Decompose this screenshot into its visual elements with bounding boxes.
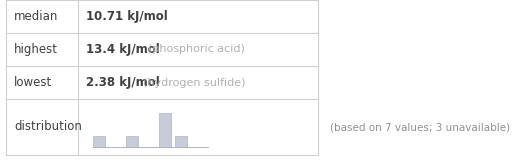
Text: highest: highest — [14, 43, 58, 56]
Bar — [175, 136, 187, 147]
Text: distribution: distribution — [14, 121, 82, 133]
Text: lowest: lowest — [14, 76, 52, 89]
Text: 13.4 kJ/mol: 13.4 kJ/mol — [86, 43, 160, 56]
Text: median: median — [14, 10, 59, 23]
Text: (phosphoric acid): (phosphoric acid) — [148, 45, 245, 54]
Text: (based on 7 values; 3 unavailable): (based on 7 values; 3 unavailable) — [330, 122, 510, 132]
Bar — [93, 136, 105, 147]
Text: 10.71 kJ/mol: 10.71 kJ/mol — [86, 10, 168, 23]
Bar — [126, 136, 138, 147]
Text: 2.38 kJ/mol: 2.38 kJ/mol — [86, 76, 160, 89]
Bar — [159, 113, 171, 147]
Text: (hydrogen sulfide): (hydrogen sulfide) — [143, 77, 246, 87]
